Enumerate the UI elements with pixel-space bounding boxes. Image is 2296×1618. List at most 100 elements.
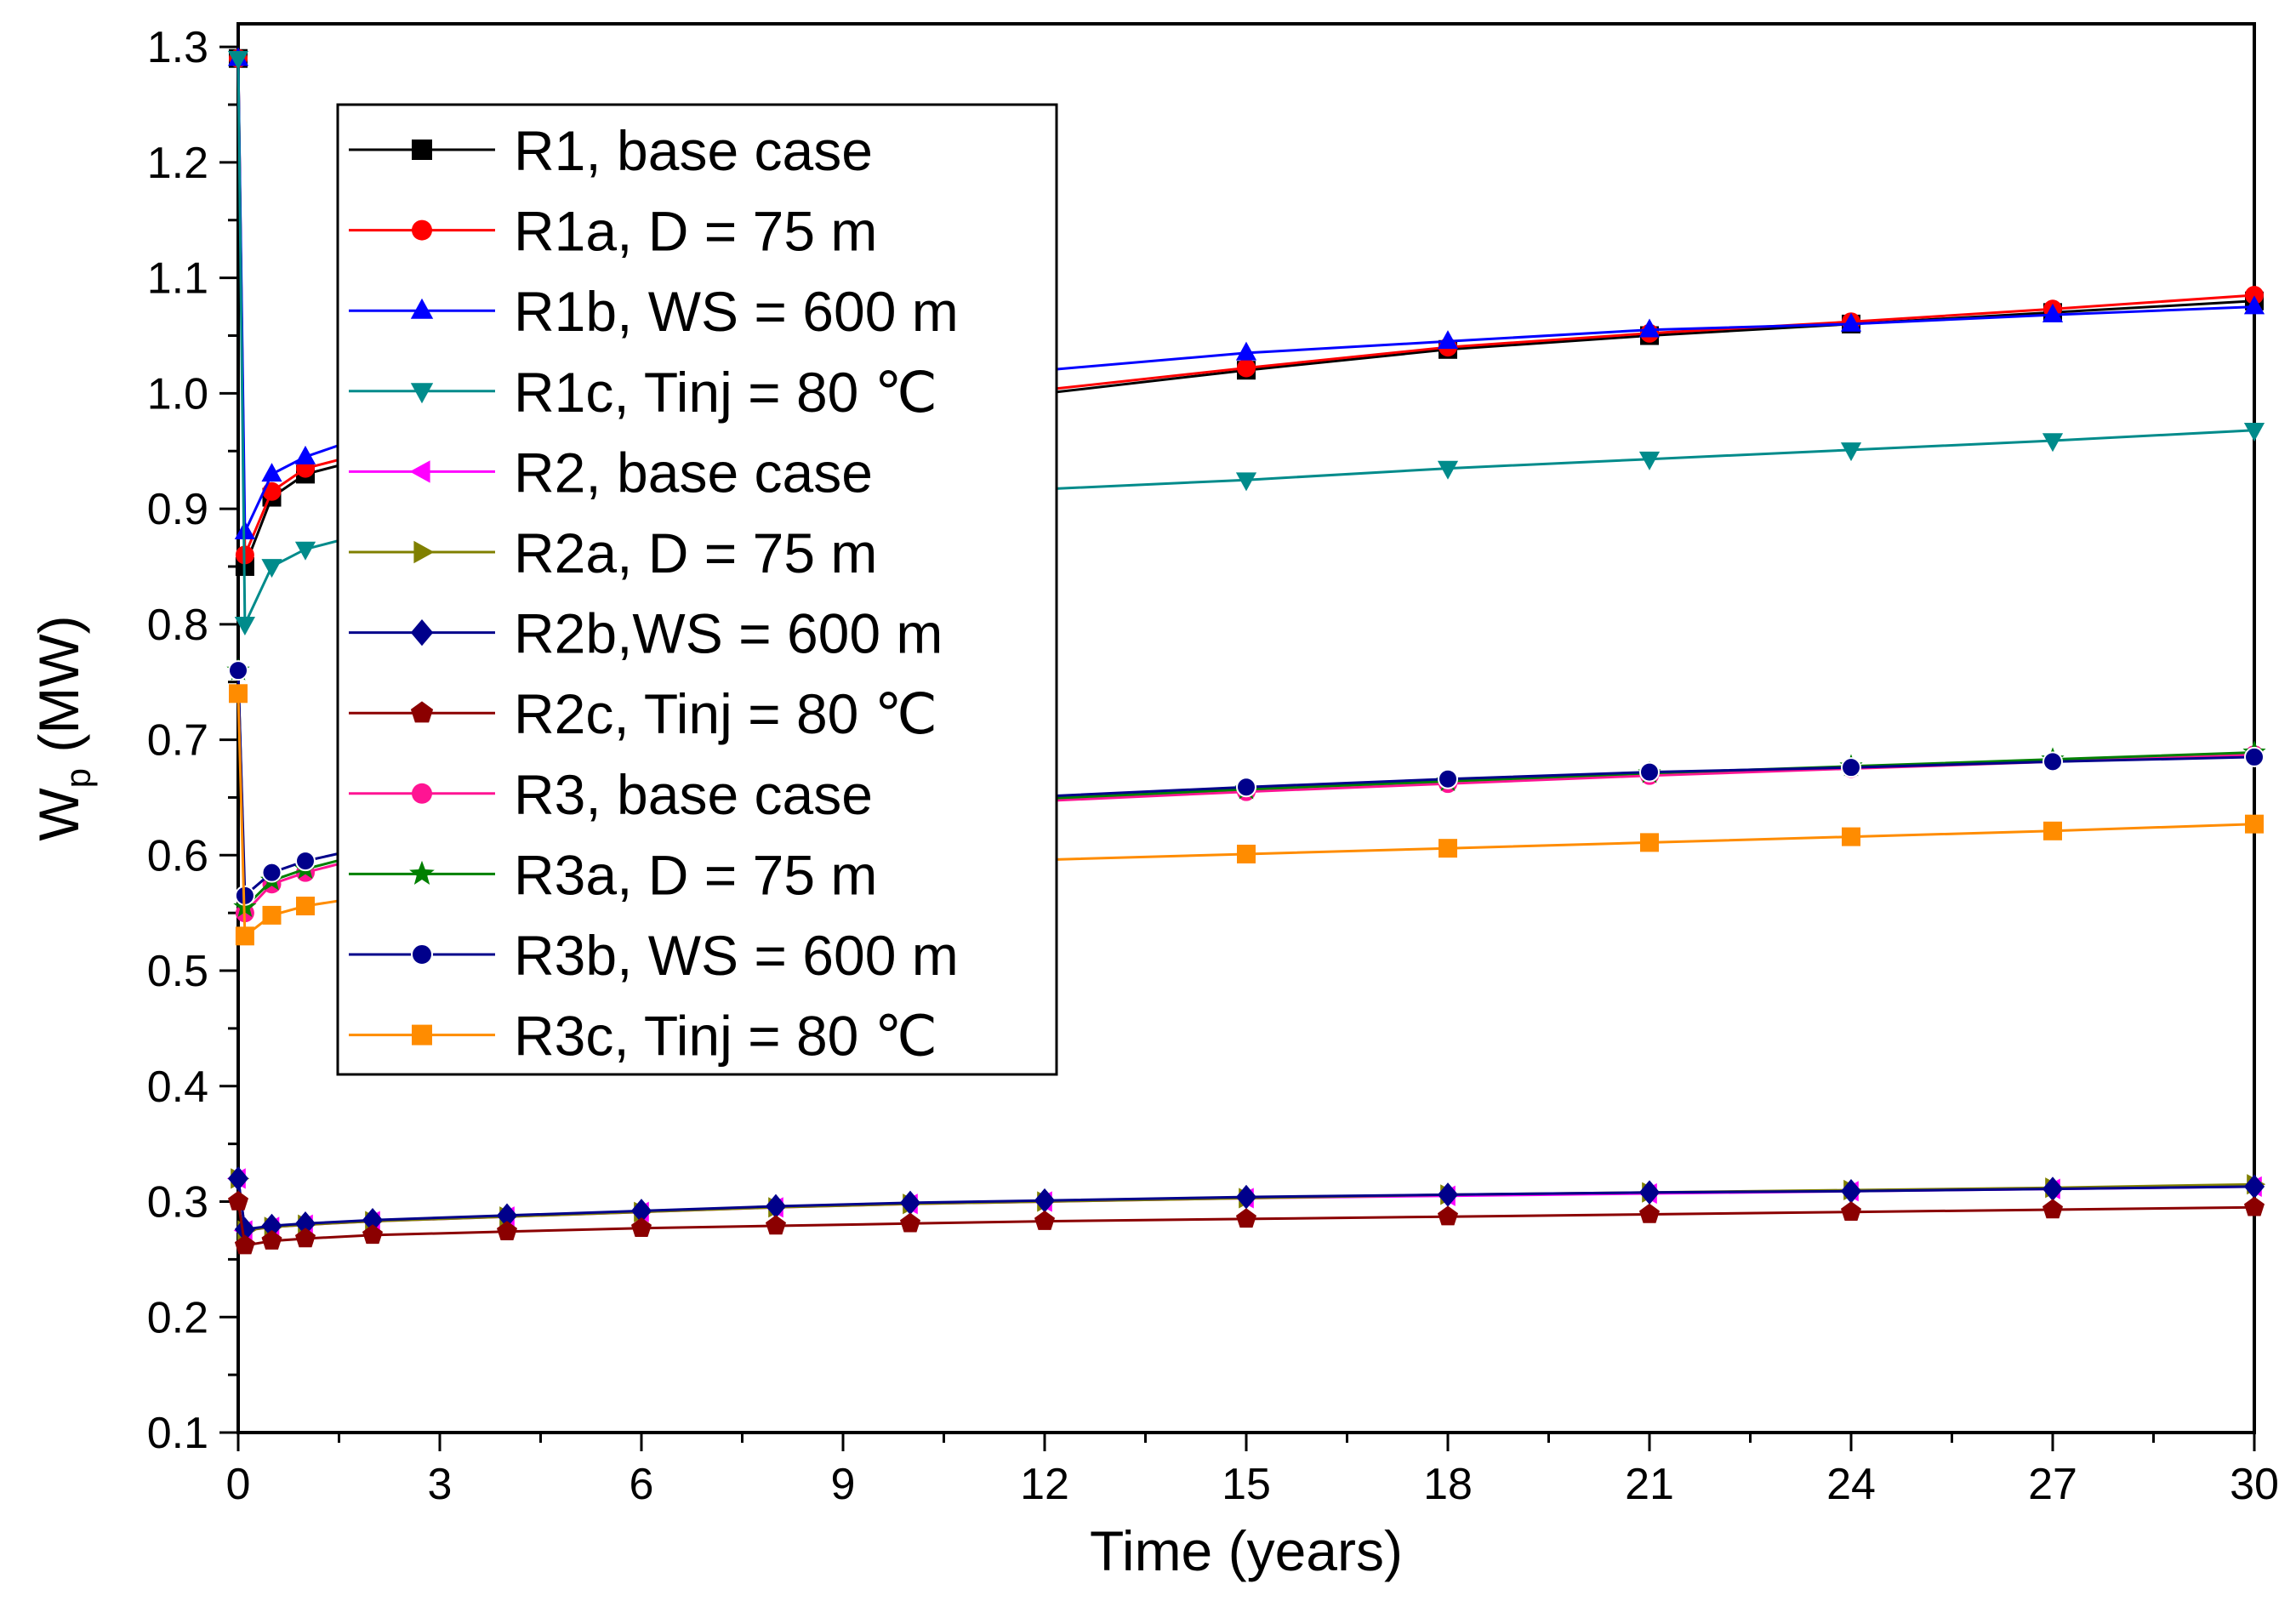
- y-tick-label: 0.8: [147, 601, 208, 650]
- data-point: [229, 684, 248, 704]
- data-point: [262, 905, 282, 925]
- data-point: [1439, 839, 1457, 858]
- data-point: [1437, 330, 1459, 350]
- x-tick-label: 24: [1826, 1460, 1876, 1509]
- data-point: [1841, 757, 1861, 778]
- legend-item: R3, base case: [349, 763, 873, 826]
- x-tick-label: 27: [2028, 1460, 2077, 1509]
- legend-label: R3b, WS = 600 m: [514, 924, 959, 987]
- data-point: [1842, 827, 1860, 846]
- y-tick-label: 0.4: [147, 1063, 208, 1112]
- x-tick-label: 6: [630, 1460, 654, 1509]
- legend-marker: [409, 460, 430, 483]
- data-point: [227, 50, 249, 70]
- y-tick-label: 0.6: [147, 831, 208, 880]
- x-tick-label: 30: [2230, 1460, 2279, 1509]
- data-point: [1437, 460, 1459, 480]
- data-point: [1638, 318, 1661, 338]
- y-tick-label: 1.3: [147, 23, 208, 72]
- legend-item: R1, base case: [349, 119, 873, 182]
- legend-item: R1c, Tinj = 80 ℃: [349, 361, 937, 424]
- data-point: [1840, 1179, 1862, 1204]
- legend-label: R2b,WS = 600 m: [514, 602, 943, 665]
- data-point: [1437, 1205, 1459, 1226]
- data-point: [234, 617, 255, 636]
- x-tick-label: 21: [1625, 1460, 1674, 1509]
- data-point: [2244, 746, 2265, 767]
- data-point: [227, 1190, 249, 1211]
- data-point: [2245, 285, 2264, 305]
- series-line: [236, 1201, 2255, 1247]
- data-point: [294, 445, 316, 464]
- data-point: [261, 1213, 282, 1239]
- legend-item: R3b, WS = 600 m: [349, 924, 959, 987]
- legend-marker: [412, 1024, 432, 1045]
- data-point: [899, 1212, 921, 1233]
- y-tick-label: 0.5: [147, 947, 208, 996]
- x-axis-title: Time (years): [1090, 1519, 1403, 1582]
- data-point: [630, 1217, 652, 1237]
- legend-item: R2c, Tinj = 80 ℃: [349, 682, 937, 745]
- data-point: [294, 1228, 316, 1248]
- data-point: [1840, 312, 1862, 332]
- data-point: [899, 1190, 921, 1216]
- legend-item: R2a, D = 75 m: [349, 521, 877, 584]
- data-point: [2245, 814, 2264, 834]
- legend-marker: [411, 943, 433, 966]
- y-axis-title: Wp (MW): [27, 615, 98, 840]
- legend-marker: [410, 298, 434, 319]
- legend-marker: [412, 783, 432, 804]
- data-point: [1840, 442, 1862, 462]
- x-axis-ticks: 0 3 6 9 12 15 18 21 24 27 30: [226, 1433, 2279, 1509]
- x-tick-label: 3: [428, 1460, 453, 1509]
- y-tick-label: 1.2: [147, 139, 208, 188]
- legend-marker: [412, 140, 432, 160]
- data-point: [261, 559, 282, 578]
- y-tick-label: 0.9: [147, 485, 208, 534]
- data-point: [1437, 1182, 1459, 1207]
- y-tick-label: 0.3: [147, 1178, 208, 1228]
- data-point: [295, 851, 316, 872]
- legend-item: R1b, WS = 600 m: [349, 280, 959, 343]
- legend-marker: [412, 219, 432, 241]
- legend-marker: [409, 860, 435, 886]
- x-tick-label: 18: [1423, 1460, 1473, 1509]
- y-axis-title-unit: (MW): [27, 615, 90, 768]
- data-point: [2043, 821, 2062, 840]
- data-point: [1639, 761, 1660, 783]
- data-point: [1638, 1180, 1661, 1205]
- data-point: [294, 1211, 316, 1236]
- data-point: [630, 1199, 652, 1223]
- legend-item: R1a, D = 75 m: [349, 200, 877, 263]
- data-point: [296, 897, 315, 916]
- data-point: [2243, 1196, 2265, 1216]
- legend-label: R2c, Tinj = 80 ℃: [514, 682, 937, 745]
- data-point: [261, 1230, 282, 1250]
- y-tick-label: 0.7: [147, 716, 208, 766]
- data-point: [1638, 1203, 1661, 1223]
- data-point: [362, 1207, 384, 1233]
- x-tick-label: 9: [831, 1460, 856, 1509]
- y-tick-label: 1.0: [147, 369, 208, 419]
- y-axis-ticks: 0.1 0.2 0.3 0.4 0.5 0.6 0.7 0.8 0.9 1.0 1.1 1.2 1.3: [147, 23, 238, 1458]
- data-point: [362, 1224, 384, 1245]
- legend-box: [336, 103, 1058, 1076]
- data-point: [765, 1215, 787, 1235]
- legend-item: R3a, D = 75 m: [349, 843, 877, 906]
- series-line: [236, 1178, 2255, 1231]
- data-point: [2042, 303, 2064, 322]
- data-point: [1034, 1210, 1056, 1230]
- data-point: [1034, 1188, 1056, 1213]
- data-point: [1235, 341, 1257, 361]
- legend-marker: [413, 540, 435, 564]
- legend-label: R1b, WS = 600 m: [514, 280, 959, 343]
- data-point: [2042, 1176, 2064, 1201]
- data-point: [496, 1221, 518, 1241]
- legend-label: R1c, Tinj = 80 ℃: [514, 361, 937, 424]
- data-point: [496, 1203, 518, 1228]
- y-axis-title-subscript: p: [58, 768, 98, 788]
- data-point: [262, 481, 282, 501]
- data-point: [2042, 751, 2063, 772]
- series-7: [227, 1166, 2265, 1242]
